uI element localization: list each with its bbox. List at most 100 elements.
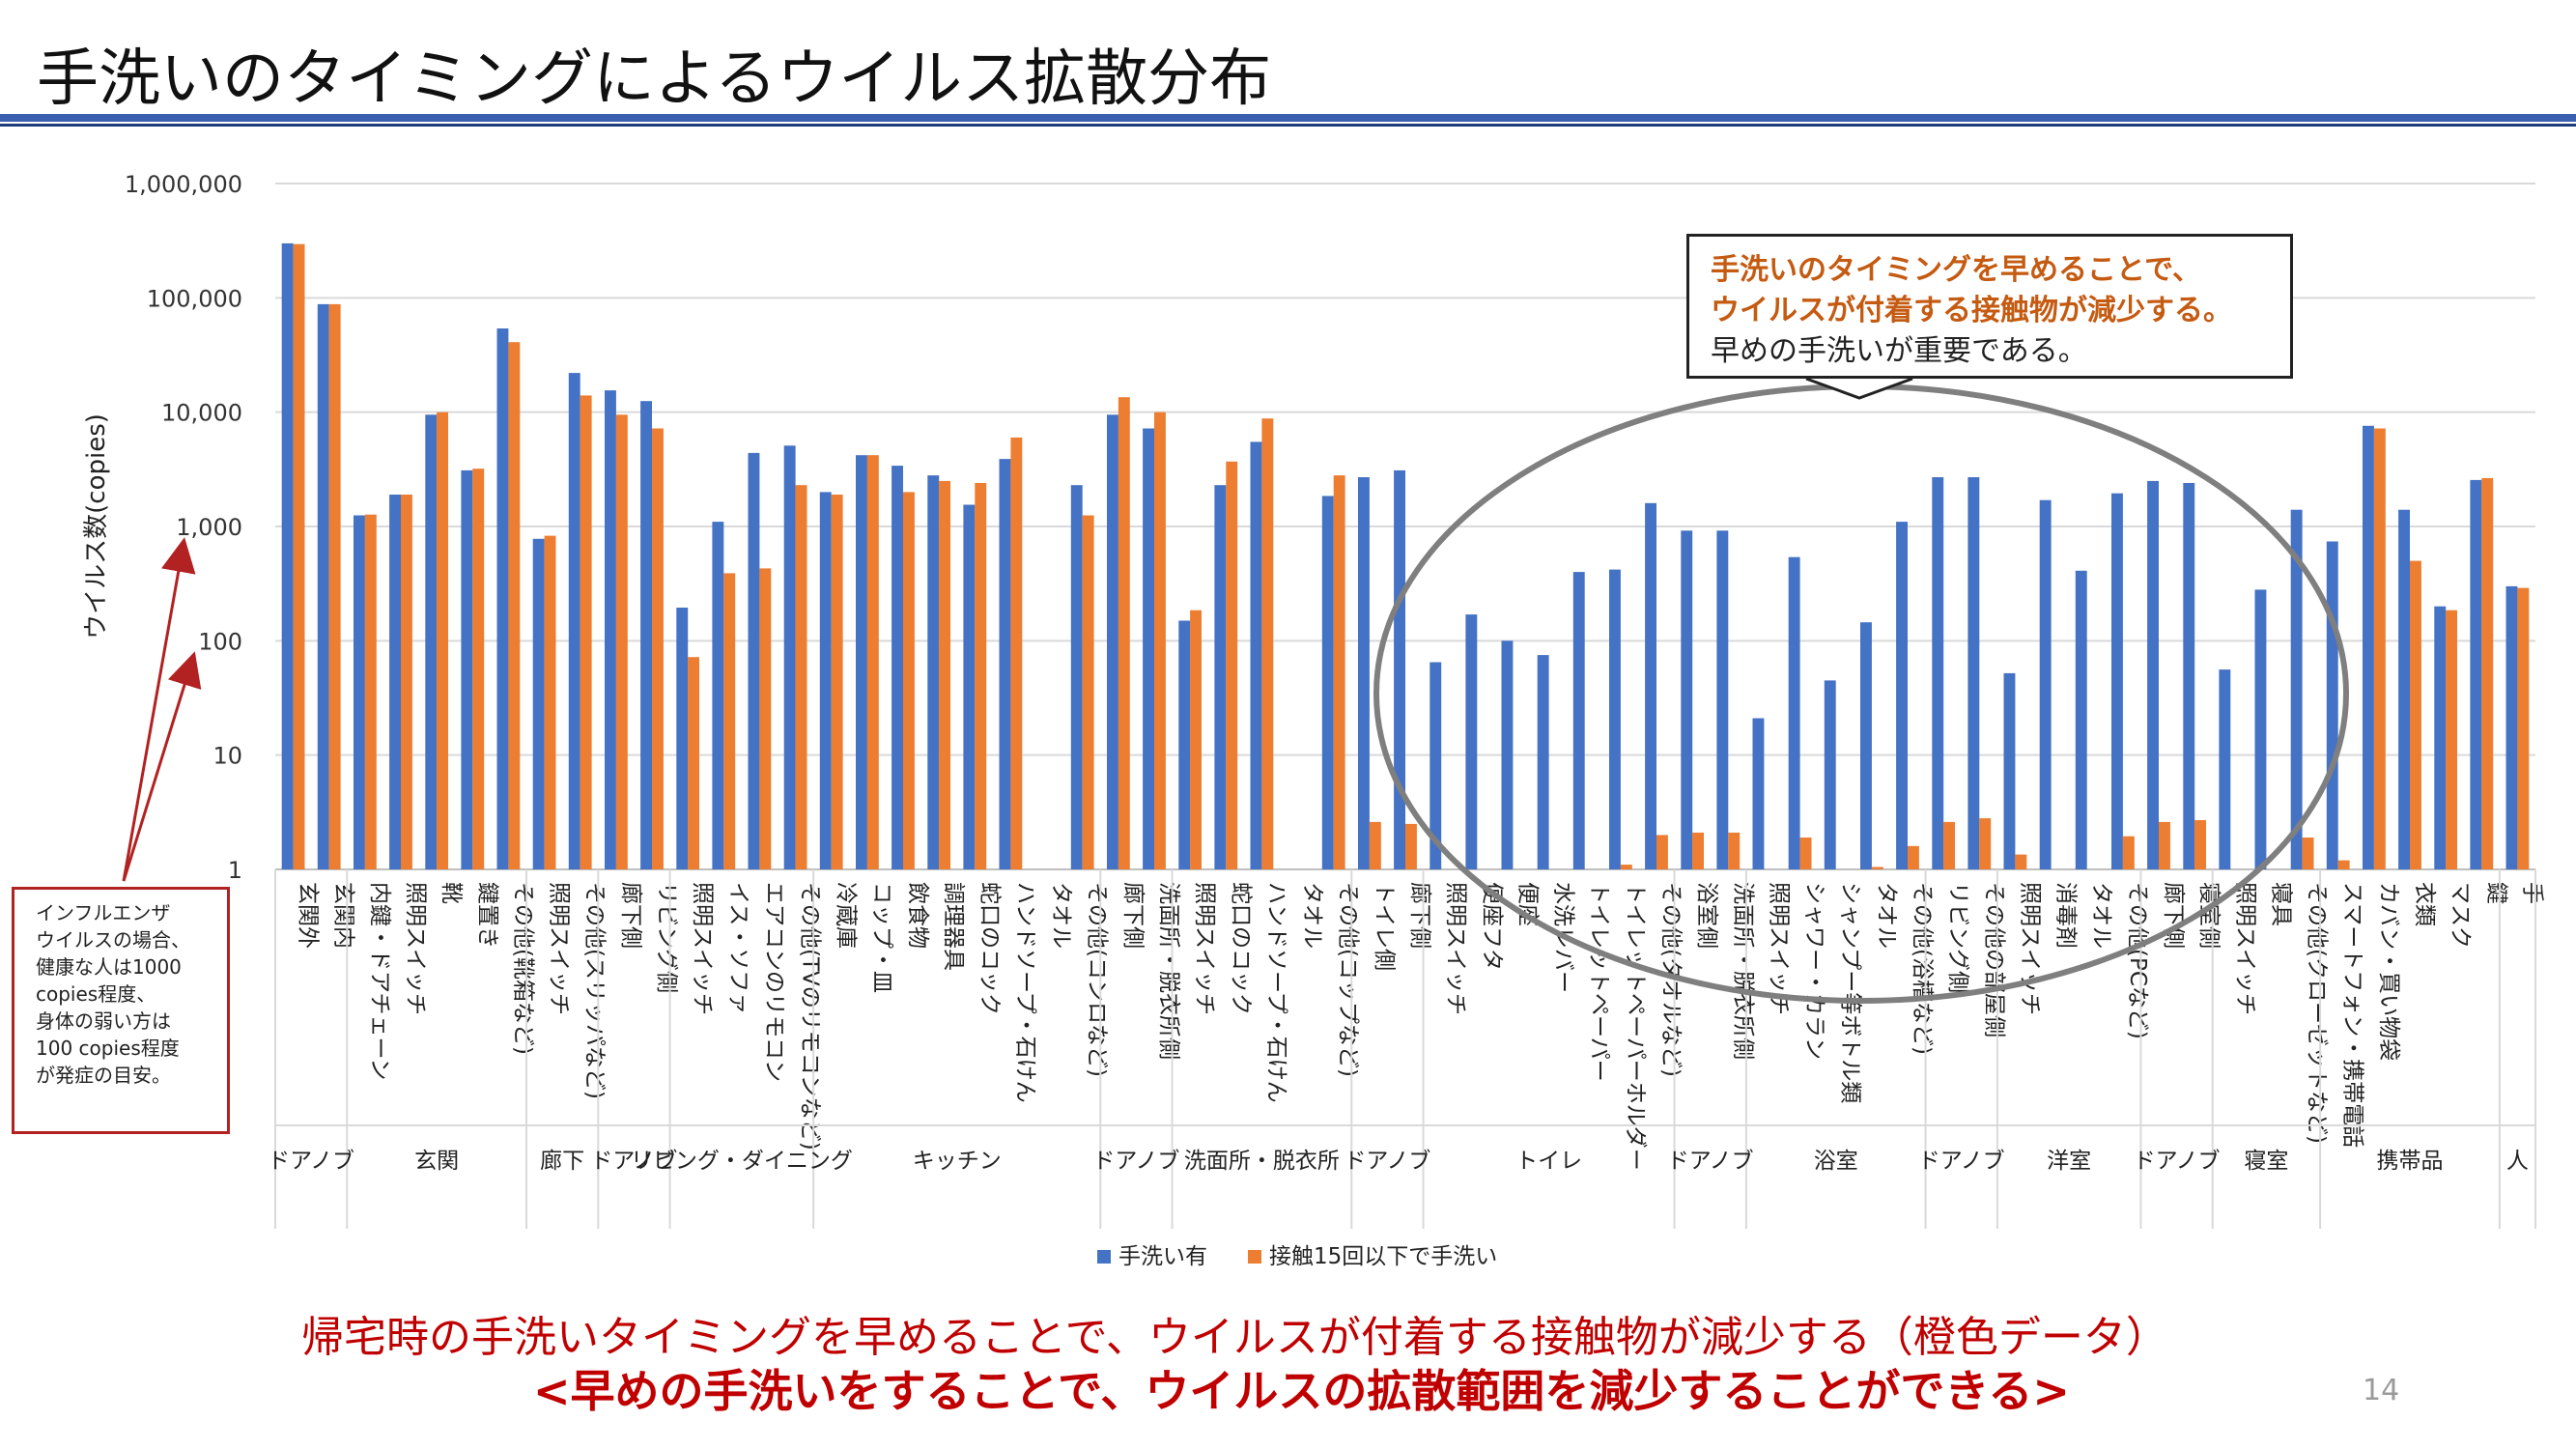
bar-orange <box>831 495 843 869</box>
bar-orange <box>2122 836 2135 869</box>
bar-blue <box>2219 669 2231 869</box>
bar-orange <box>1154 412 1166 869</box>
bar-blue <box>856 455 867 869</box>
bar-blue <box>1465 614 1478 869</box>
category-label: エアコンのリモコン <box>761 882 786 1082</box>
bar-orange <box>293 243 305 869</box>
bar-blue <box>605 390 616 869</box>
bar-blue <box>1321 496 1334 869</box>
bar-blue <box>2398 509 2410 869</box>
bar-orange <box>2517 587 2530 869</box>
y-tick-label: 100 <box>198 628 242 655</box>
bar-orange <box>759 568 772 869</box>
bar-blue <box>2003 672 2016 869</box>
bar-blue <box>281 242 294 869</box>
bar-blue <box>2326 541 2338 869</box>
bar-orange <box>1728 832 1741 869</box>
group-label: 人 <box>2506 1149 2529 1174</box>
bar-blue <box>1070 485 1083 869</box>
bar-orange <box>2481 477 2494 869</box>
bar-blue <box>1824 680 1836 869</box>
arrow-1000 <box>122 537 196 882</box>
bar-orange <box>2410 560 2421 869</box>
slide-title: 手洗いのタイミングによるウイルス拡散分布 <box>37 43 1272 115</box>
category-label: その他(コップなど) <box>1336 882 1361 1077</box>
y-axis-label: ウイルス数(copies) <box>82 413 111 639</box>
category-label: リビング側 <box>654 882 679 993</box>
category-label: 玄関内 <box>331 882 356 949</box>
bar-orange <box>1010 437 1023 869</box>
bar-orange <box>472 469 485 869</box>
bar-orange <box>2194 820 2206 869</box>
category-label: 照明スイッチ <box>547 882 572 1015</box>
legend-swatch <box>1248 1250 1261 1264</box>
category-label: 蛇口のコック <box>977 882 1002 1015</box>
bar-orange <box>328 303 341 869</box>
category-label: その他(浴槽など) <box>1910 882 1935 1055</box>
category-label: ハンドソープ・石けん <box>1012 882 1037 1103</box>
category-label: その他(クローゼットなど) <box>2305 882 2330 1144</box>
bar-blue <box>819 492 832 869</box>
category-label: 調理器具 <box>941 882 966 971</box>
bar-orange <box>1190 610 1202 869</box>
category-label: 鍵置き <box>474 882 499 949</box>
bar-orange <box>1369 821 1381 869</box>
category-label: シャンプー等ボトル類 <box>1838 882 1863 1103</box>
group-label: 寝室 <box>2244 1149 2288 1174</box>
category-label: タオル <box>1874 882 1899 949</box>
flu-note-line: 身体の弱い方は <box>36 1009 171 1033</box>
page-number: 14 <box>2363 1374 2400 1407</box>
category-label: スマートフォン・携帯電話 <box>2340 882 2365 1148</box>
category-label: 照明スイッチ <box>403 882 428 1015</box>
bar-blue <box>999 459 1011 869</box>
bar-blue <box>1250 441 1262 869</box>
bar-blue <box>2147 480 2159 869</box>
group-label: 洋室 <box>2047 1149 2091 1174</box>
category-label: その他(コンロなど) <box>1085 882 1110 1077</box>
category-label: 照明スイッチ <box>2232 882 2257 1015</box>
footer-line-2: <早めの手洗いをすることで、ウイルスの拡散範囲を減少することができる> <box>533 1365 2070 1417</box>
bar-blue <box>1609 569 1621 869</box>
category-label: 鍵 <box>2483 882 2508 904</box>
flu-note-line: copies程度、 <box>36 982 156 1006</box>
bar-blue <box>2363 425 2374 869</box>
title-rule-thin <box>0 124 2576 127</box>
group-label: ドアノブ <box>1092 1149 1179 1174</box>
y-tick-label: 1 <box>228 857 242 884</box>
arrow-100 <box>122 651 202 882</box>
legend-label: 手洗い有 <box>1118 1244 1207 1269</box>
bar-orange <box>580 395 592 869</box>
footer-line-1: 帰宅時の手洗いタイミングを早めることで、ウイルスが付着する接触物が減少する（橙色… <box>301 1313 2168 1362</box>
flu-note-line: インフルエンザ <box>36 901 171 924</box>
title-rule <box>0 114 2576 122</box>
category-label: 消毒剤 <box>2053 882 2079 949</box>
bar-orange <box>1405 823 1417 869</box>
bar-blue <box>425 414 438 869</box>
flu-note-line: が発症の目安。 <box>36 1064 171 1087</box>
bar-orange <box>2302 838 2314 869</box>
bar-orange <box>2159 821 2170 869</box>
bar-orange <box>939 480 950 869</box>
bar-orange <box>1118 397 1130 869</box>
bar-orange <box>795 485 807 869</box>
category-label: 浴室側 <box>1694 882 1719 949</box>
bar-blue <box>2254 589 2267 869</box>
bar-orange <box>975 483 987 869</box>
flu-note-line: ウイルスの場合、 <box>36 928 190 952</box>
bar-orange <box>544 535 556 869</box>
bar-blue <box>1896 522 1908 869</box>
bar-blue <box>1645 502 1656 869</box>
bar-blue <box>1716 530 1729 869</box>
category-label: カバン・買い物袋 <box>2376 882 2401 1061</box>
bar-orange <box>1333 475 1345 869</box>
flu-note-line: 100 copies程度 <box>36 1037 180 1060</box>
bar-orange <box>508 342 521 869</box>
category-label: トイレットペーパー <box>1587 882 1612 1082</box>
category-label: 玄関外 <box>296 882 321 949</box>
bar-blue <box>354 515 365 869</box>
bar-blue <box>2290 509 2303 869</box>
category-label: 廊下側 <box>1407 882 1432 949</box>
category-label: イス・ソファ <box>725 882 750 1014</box>
bar-blue <box>1143 428 1154 869</box>
y-tick-label: 1,000,000 <box>125 171 242 198</box>
